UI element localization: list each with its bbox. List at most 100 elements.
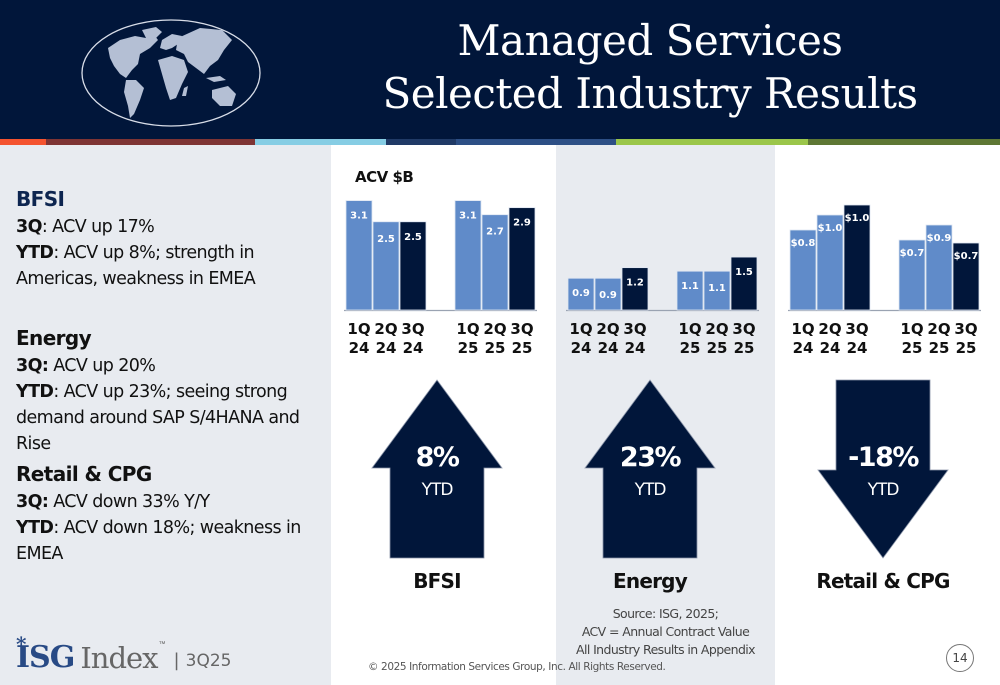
chart-axis-label: ACV $B [355,168,414,186]
x-tick-label: 25 [734,339,755,357]
x-tick-label: 24 [793,339,814,357]
bar-data-label: 0.9 [572,288,590,299]
logo-separator: | [173,650,180,671]
x-tick-label: 1Q [791,320,814,338]
stripe-segment [616,139,808,145]
logo-isg-text: * ISG [16,632,75,675]
x-tick-label: 3Q [845,320,868,338]
stripe-segment [386,139,456,145]
asterisk-icon: * [16,632,27,656]
q3-line: 3Q: ACV up 17% [16,217,155,237]
x-tick-label: 24 [376,339,397,357]
copyright-text: © 2025 Information Services Group, Inc. … [368,661,666,673]
stripe-segment [46,139,255,145]
bar-data-label: 1.1 [681,281,699,292]
x-tick-label: 25 [902,339,923,357]
x-tick-label: 3Q [510,320,533,338]
bar [816,214,844,311]
ytd-percent: 23% [619,442,682,473]
bar-data-label: 2.5 [377,234,395,245]
stripe-segment [456,139,616,145]
x-tick-label: 3Q [732,320,755,338]
bar [567,277,595,311]
retail-bar-chart: $0.81Q24$1.02Q24$1.03Q24$0.71Q25$0.92Q25… [788,204,981,357]
arrow-up-icon [584,379,716,559]
q3-line: 3Q: ACV down 33% Y/Y [16,492,210,512]
x-tick-label: 3Q [954,320,977,338]
bar [730,256,758,311]
bar-data-label: 3.1 [459,211,477,222]
source-line: Source: ISG, 2025; [612,606,719,621]
ytd-percent: -18% [848,442,919,473]
x-tick-label: 25 [680,339,701,357]
industry-title: BFSI [16,187,65,211]
arrow-label-energy: Energy [613,569,688,593]
x-tick-label: 1Q [678,320,701,338]
title-line-2: Selected Industry Results [382,69,918,118]
x-tick-label: 24 [349,339,370,357]
bar-data-label: $0.9 [927,233,952,244]
x-tick-label: 25 [458,339,479,357]
x-tick-label: 25 [512,339,533,357]
source-line: All Industry Results in Appendix [576,642,756,657]
trademark-symbol: ™ [158,641,166,648]
bar [508,207,536,311]
ytd-percent: 8% [415,442,460,473]
bar [621,267,649,311]
x-tick-label: 3Q [401,320,424,338]
bar [898,239,926,311]
x-tick-label: 24 [571,339,592,357]
arrow-down-icon [817,379,949,559]
bar-data-label: $1.0 [818,223,843,234]
bar-data-label: $0.8 [791,238,816,249]
bar-data-label: 2.5 [404,232,422,243]
isg-index-logo: * ISG Index ™ | 3Q25 [16,625,231,675]
x-tick-label: 2Q [705,320,728,338]
energy-bar-chart: 0.91Q240.92Q241.23Q241.11Q251.12Q251.53Q… [566,256,759,357]
industry-title: Retail & CPG [16,462,152,486]
arrow-label-bfsi: BFSI [413,569,461,593]
bar [372,221,400,311]
source-line: ACV = Annual Contract Value [581,624,750,639]
ytd-line: YTD: ACV up 23%; seeing strong demand ar… [16,382,300,454]
x-tick-label: 24 [625,339,646,357]
page-number: 14 [946,644,974,672]
x-tick-label: 2Q [483,320,506,338]
x-tick-label: 25 [956,339,977,357]
source-note: Source: ISG, 2025; ACV = Annual Contract… [556,605,775,659]
stripe-segment [255,139,386,145]
x-tick-label: 1Q [456,320,479,338]
ytd-line: YTD: ACV down 18%; weakness in EMEA [16,518,301,564]
x-tick-label: 2Q [374,320,397,338]
q3-line: 3Q: ACV up 20% [16,356,156,376]
x-tick-label: 2Q [818,320,841,338]
bar [594,277,622,311]
bar [789,229,817,311]
industry-summary-retail: Retail & CPG 3Q: ACV down 33% Y/Y YTD: A… [16,460,331,567]
logo-quarter: 3Q25 [185,651,232,671]
ytd-line: YTD: ACV up 8%; strength in Americas, we… [16,243,256,289]
x-tick-label: 24 [847,339,868,357]
bar-data-label: 2.9 [513,218,531,229]
title-line-1: Managed Services [457,16,843,65]
left-summary-panel [0,145,331,685]
bar-data-label: $0.7 [900,248,925,259]
stripe-segment [0,139,46,145]
bar-data-label: 1.5 [735,267,753,278]
stripe-segment [808,139,1000,145]
industry-summary-bfsi: BFSI 3Q: ACV up 17% YTD: ACV up 8%; stre… [16,185,331,292]
bfsi-bar-chart: 3.11Q242.52Q242.53Q243.11Q252.72Q252.93Q… [344,200,537,357]
logo-index-text: Index [80,641,158,675]
bar [676,270,704,311]
bar [843,204,871,311]
bar-data-label: $0.7 [954,251,979,262]
x-tick-label: 24 [598,339,619,357]
bar [703,270,731,311]
bar [399,221,427,311]
x-tick-label: 24 [403,339,424,357]
ytd-arrow-energy: 23% YTD [580,378,720,560]
bar-data-label: 1.1 [708,283,726,294]
bar-data-label: 2.7 [486,227,504,238]
bar-data-label: $1.0 [845,213,870,224]
world-map-icon [81,19,261,127]
